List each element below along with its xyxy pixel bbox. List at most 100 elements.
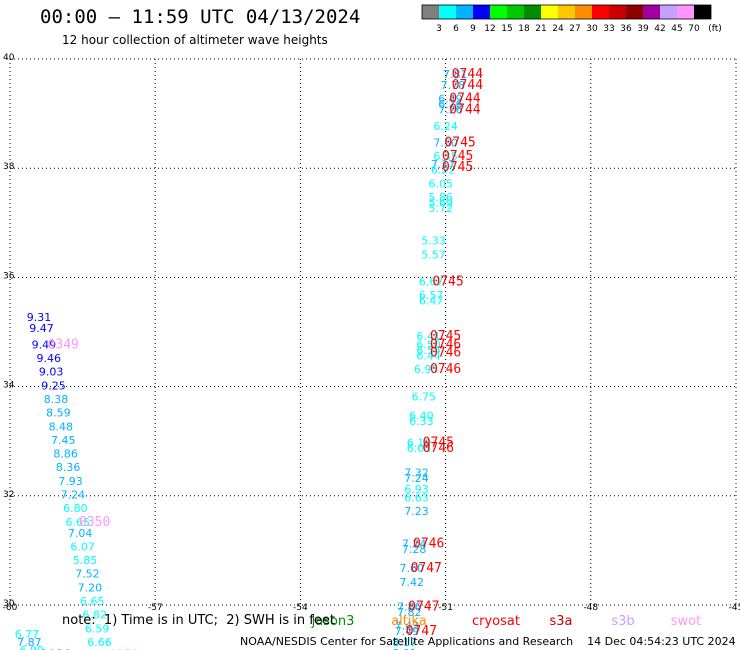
wave-height-label: 6.19 bbox=[407, 437, 432, 450]
y-tick-label: 36 bbox=[3, 271, 15, 281]
scale-swatch bbox=[439, 5, 456, 19]
scale-swatch bbox=[694, 5, 711, 19]
satellite-legend: jason3 altika cryosat s3a s3b swot bbox=[311, 614, 702, 629]
wave-height-label: 6.57 bbox=[419, 289, 444, 302]
wave-height-label: 6.65 bbox=[66, 516, 91, 529]
pass-time-label: 0350 bbox=[79, 515, 110, 530]
wave-height-label: 5.33 bbox=[421, 235, 446, 248]
wave-height-label: 8.86 bbox=[53, 448, 78, 461]
y-tick-label: 38 bbox=[3, 162, 15, 172]
wave-height-label: 8.17 bbox=[392, 636, 417, 649]
scale-label: 3 bbox=[436, 24, 442, 34]
wave-height-label: 6.93 bbox=[404, 483, 429, 496]
wave-height-label: 6.54 bbox=[416, 344, 441, 357]
scale-swatch bbox=[677, 5, 694, 19]
scale-label: 21 bbox=[535, 24, 546, 34]
scale-swatch bbox=[422, 5, 439, 19]
wave-height-label: 9.25 bbox=[41, 379, 66, 392]
axis-ticks: -60 -57 -54 -51 -48 -45 30 32 34 36 38 40 bbox=[3, 53, 740, 613]
wave-height-label: 6.47 bbox=[419, 295, 444, 308]
wave-height-label: 6.41 bbox=[416, 330, 441, 343]
scale-swatch bbox=[541, 5, 558, 19]
scale-label: 9 bbox=[470, 24, 476, 34]
wave-height-label: 6.82 bbox=[82, 609, 107, 622]
wave-height-label: 7.52 bbox=[75, 568, 100, 581]
wave-height-label: 6.24 bbox=[433, 120, 458, 133]
scale-swatch bbox=[609, 5, 626, 19]
x-tick-label: -45 bbox=[729, 603, 740, 613]
x-tick-label: -60 bbox=[3, 603, 18, 613]
pass-time-label: 0746 bbox=[430, 337, 461, 352]
pass-time-label: 0744 bbox=[449, 103, 480, 118]
wave-height-label: 7.24 bbox=[404, 472, 429, 485]
scale-label: 6 bbox=[453, 24, 459, 34]
wave-height-label: 7.50 bbox=[433, 136, 458, 149]
y-tick-label: 34 bbox=[3, 381, 15, 391]
scale-label: 30 bbox=[586, 24, 598, 34]
wave-height-label: 7.32 bbox=[404, 467, 429, 480]
wave-height-label: 6.03 bbox=[407, 442, 432, 455]
wave-height-label: 6.33 bbox=[409, 415, 434, 428]
chart-title: 00:00 – 11:59 UTC 04/13/2024 bbox=[40, 6, 361, 28]
x-tick-label: -48 bbox=[583, 603, 598, 613]
pass-time-label: 0747 bbox=[408, 599, 439, 614]
wave-height-label: 9.31 bbox=[27, 311, 52, 324]
pass-time-label: 0745 bbox=[423, 436, 454, 451]
wave-height-label: 7.17 bbox=[431, 158, 456, 171]
wave-height-label: 6.95 bbox=[414, 363, 439, 376]
scale-label: 12 bbox=[484, 24, 495, 34]
scale-label: 42 bbox=[654, 24, 665, 34]
pass-time-label: 0745 bbox=[432, 275, 463, 290]
wave-height-label: 9.49 bbox=[32, 338, 57, 351]
wave-height-label: 7.87 bbox=[17, 636, 42, 649]
wave-height-label: 9.46 bbox=[36, 352, 61, 365]
pass-time-label: 0351 bbox=[108, 649, 139, 650]
wave-height-label: 6.80 bbox=[63, 502, 88, 515]
wave-height-label: 5.69 bbox=[429, 196, 454, 209]
pass-time-label: 0745 bbox=[442, 160, 473, 175]
pass-time-label: 0746 bbox=[423, 441, 454, 456]
pass-time-label: 0349 bbox=[48, 337, 79, 352]
pass-time-labels: 0744074407440744074507450745074507450746… bbox=[40, 67, 483, 650]
color-scale-bar: 3 6 9 12 15 18 21 24 27 30 33 36 39 42 45 70 (ft) bbox=[421, 4, 722, 34]
pass-time-label: 0745 bbox=[442, 149, 473, 164]
pass-time-label: 0747 bbox=[411, 561, 442, 576]
scale-swatch bbox=[626, 5, 643, 19]
wave-height-label: 6.63 bbox=[404, 491, 429, 504]
wave-height-label: 6.77 bbox=[15, 628, 40, 641]
scale-swatch bbox=[456, 5, 473, 19]
wave-height-label: 9.03 bbox=[39, 366, 64, 379]
wave-height-label: 8.36 bbox=[56, 461, 81, 474]
wave-height-label: 7.24 bbox=[402, 538, 427, 551]
wave-height-label: 7.24 bbox=[61, 489, 86, 502]
wave-height-label: 5.85 bbox=[73, 554, 98, 567]
grid bbox=[9, 58, 737, 606]
wave-height-label: 6.05 bbox=[429, 177, 454, 190]
wave-height-label: 7.45 bbox=[51, 434, 76, 447]
wave-height-label: 6.07 bbox=[70, 540, 95, 553]
pass-time-label: 0746 bbox=[430, 362, 461, 377]
legend-altika: altika bbox=[391, 614, 427, 629]
scale-label: 33 bbox=[603, 24, 614, 34]
legend-cryosat: cryosat bbox=[472, 614, 520, 629]
scale-label: 18 bbox=[518, 24, 530, 34]
wave-height-label: 6.40 bbox=[409, 409, 434, 422]
wave-height-label: 7.28 bbox=[402, 543, 427, 556]
scale-swatch bbox=[643, 5, 660, 19]
wave-height-label: 8.38 bbox=[44, 393, 69, 406]
wave-height-label: 6.50 bbox=[416, 338, 441, 351]
pass-time-label: 0746 bbox=[413, 537, 444, 552]
y-tick-label: 40 bbox=[3, 53, 15, 63]
chart-subtitle: 12 hour collection of altimeter wave hei… bbox=[62, 33, 328, 47]
scale-swatch bbox=[507, 5, 524, 19]
wave-height-label: 6.22 bbox=[431, 164, 456, 177]
wave-height-label: 7.93 bbox=[58, 475, 83, 488]
wave-height-label: 6.65 bbox=[80, 595, 105, 608]
y-tick-label: 30 bbox=[3, 599, 15, 609]
legend-swot: swot bbox=[671, 614, 701, 629]
pass-time-label: 0747 bbox=[406, 624, 437, 639]
scale-label: 15 bbox=[501, 24, 512, 34]
scale-label: 39 bbox=[637, 24, 649, 34]
wave-height-label: 6.66 bbox=[87, 636, 112, 649]
scale-unit: (ft) bbox=[708, 24, 722, 34]
